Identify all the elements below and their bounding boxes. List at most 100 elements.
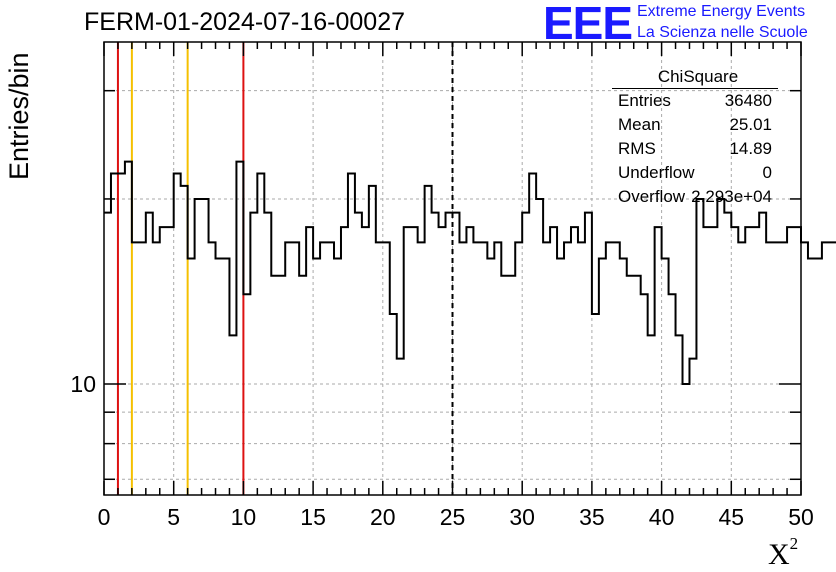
histogram-series	[104, 160, 836, 495]
histogram-bin	[620, 259, 627, 495]
histogram-bin	[571, 227, 578, 495]
x-tick-label: 5	[167, 504, 180, 530]
histogram-bin	[397, 359, 404, 495]
histogram-bin	[453, 213, 460, 495]
histogram-bin	[599, 259, 606, 495]
histogram-bin	[243, 294, 250, 495]
histogram-bin	[717, 199, 724, 495]
histogram-bin	[264, 213, 271, 495]
histogram-bin	[285, 242, 292, 495]
histogram-bin	[355, 213, 362, 495]
x-axis-label-exponent: 2	[789, 534, 799, 553]
histogram-bin	[794, 227, 801, 495]
stats-key: RMS	[618, 139, 656, 158]
histogram-bin	[808, 259, 815, 495]
histogram-bin	[181, 186, 188, 495]
histogram-bin	[341, 227, 348, 495]
histogram-bin	[829, 242, 836, 495]
histogram-bin	[759, 213, 766, 495]
histogram-bin	[773, 242, 780, 495]
histogram-bin	[738, 242, 745, 495]
histogram-bin	[724, 213, 731, 495]
histogram-bin	[174, 174, 181, 495]
histogram-bin	[641, 294, 648, 495]
histogram-bin	[292, 242, 299, 495]
reference-lines	[116, 42, 454, 495]
histogram-bin	[222, 259, 229, 495]
histogram-bin	[710, 227, 717, 495]
histogram-bin	[250, 213, 257, 495]
histogram-bin	[111, 174, 118, 495]
histogram-bin	[564, 242, 571, 495]
histogram-bin	[167, 227, 174, 495]
histogram-bin	[801, 242, 808, 495]
histogram-bin	[313, 259, 320, 495]
y-axis-label: Entries/bin	[4, 52, 34, 180]
histogram-bin	[459, 242, 466, 495]
stats-key: Mean	[618, 115, 661, 134]
histogram-bin	[229, 335, 236, 495]
histogram-bin	[404, 227, 411, 495]
histogram-bin	[348, 174, 355, 495]
x-tick-label: 25	[440, 504, 466, 530]
histogram-bin	[432, 213, 439, 495]
histogram-bin	[446, 213, 453, 495]
eee-logo-line2: La Scienza nelle Scuole	[637, 24, 808, 41]
y-tick-labels: 10	[70, 371, 96, 397]
x-tick-label: 10	[231, 504, 257, 530]
stats-row-overflow: Overflow 2.293e+04	[612, 185, 778, 209]
x-tick-label: 20	[370, 504, 396, 530]
histogram-bin	[676, 335, 683, 495]
eee-logo: EEE	[543, 0, 633, 49]
histogram-bin	[585, 213, 592, 495]
x-tick-label: 30	[509, 504, 535, 530]
x-tick-labels: 0 5 10 15 20 25 30 35 40 45 50	[98, 504, 814, 530]
histogram-bin	[480, 242, 487, 495]
histogram-bin	[683, 384, 690, 495]
histogram-bin	[731, 227, 738, 495]
histogram-bin	[536, 199, 543, 495]
histogram-bin	[160, 227, 167, 495]
histogram-bin	[425, 186, 432, 495]
histogram-bin	[383, 242, 390, 495]
stats-row-mean: Mean 25.01	[612, 113, 778, 137]
x-tick-label: 50	[788, 504, 814, 530]
histogram-bin	[787, 227, 794, 495]
histogram-bin	[271, 276, 278, 495]
histogram-bin	[188, 259, 195, 495]
histogram-bin	[557, 259, 564, 495]
x-tick-label: 0	[98, 504, 111, 530]
stats-row-rms: RMS 14.89	[612, 137, 778, 161]
histogram-bin	[501, 276, 508, 495]
histogram-bin	[257, 174, 264, 495]
histogram-bin	[634, 276, 641, 495]
stats-key: Overflow	[618, 187, 686, 206]
histogram-bin	[369, 186, 376, 495]
stats-value: 14.89	[729, 139, 772, 158]
histogram-bin	[320, 242, 327, 495]
histogram-bin	[153, 242, 160, 495]
histogram-bin	[418, 242, 425, 495]
x-tick-label: 40	[649, 504, 675, 530]
histogram-bin	[529, 174, 536, 495]
histogram-bin	[766, 242, 773, 495]
histogram-bin	[815, 259, 822, 495]
stats-title: ChiSquare	[612, 66, 778, 89]
histogram-bin	[216, 259, 223, 495]
x-tick-label: 15	[300, 504, 326, 530]
histogram-bin	[543, 242, 550, 495]
histogram-bin	[473, 242, 480, 495]
histogram-bin	[522, 213, 529, 495]
histogram-bin	[306, 227, 313, 495]
histogram-bin	[592, 314, 599, 495]
histogram-bin	[508, 276, 515, 495]
histogram-bin	[780, 242, 787, 495]
histogram-bin	[648, 335, 655, 495]
histogram-bin	[278, 276, 285, 495]
x-tick-label: 35	[579, 504, 605, 530]
y-tick-label: 10	[70, 371, 96, 397]
histogram-bin	[362, 227, 369, 495]
stats-row-entries: Entries 36480	[612, 89, 778, 113]
histogram-bin	[236, 162, 243, 495]
histogram-bin	[209, 242, 216, 495]
